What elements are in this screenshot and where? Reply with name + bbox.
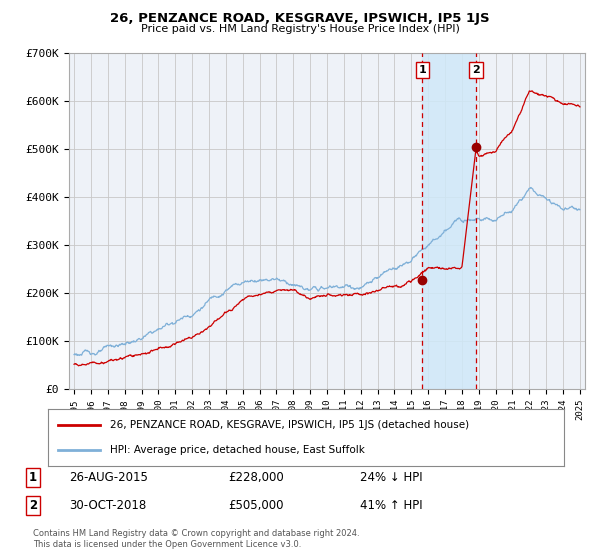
Text: Price paid vs. HM Land Registry's House Price Index (HPI): Price paid vs. HM Land Registry's House …: [140, 24, 460, 34]
Bar: [422, 53, 476, 389]
Text: 1: 1: [29, 470, 37, 484]
Text: 1: 1: [418, 65, 426, 75]
Text: £228,000: £228,000: [228, 470, 284, 484]
Text: 41% ↑ HPI: 41% ↑ HPI: [360, 498, 422, 512]
Text: 26, PENZANCE ROAD, KESGRAVE, IPSWICH, IP5 1JS (detached house): 26, PENZANCE ROAD, KESGRAVE, IPSWICH, IP…: [110, 420, 469, 430]
Text: 30-OCT-2018: 30-OCT-2018: [69, 498, 146, 512]
Text: HPI: Average price, detached house, East Suffolk: HPI: Average price, detached house, East…: [110, 445, 365, 455]
Text: £505,000: £505,000: [228, 498, 284, 512]
Text: 2: 2: [472, 65, 480, 75]
Text: Contains HM Land Registry data © Crown copyright and database right 2024.
This d: Contains HM Land Registry data © Crown c…: [33, 529, 359, 549]
Text: 2: 2: [29, 498, 37, 512]
Text: 26, PENZANCE ROAD, KESGRAVE, IPSWICH, IP5 1JS: 26, PENZANCE ROAD, KESGRAVE, IPSWICH, IP…: [110, 12, 490, 25]
Text: 26-AUG-2015: 26-AUG-2015: [69, 470, 148, 484]
Text: 24% ↓ HPI: 24% ↓ HPI: [360, 470, 422, 484]
